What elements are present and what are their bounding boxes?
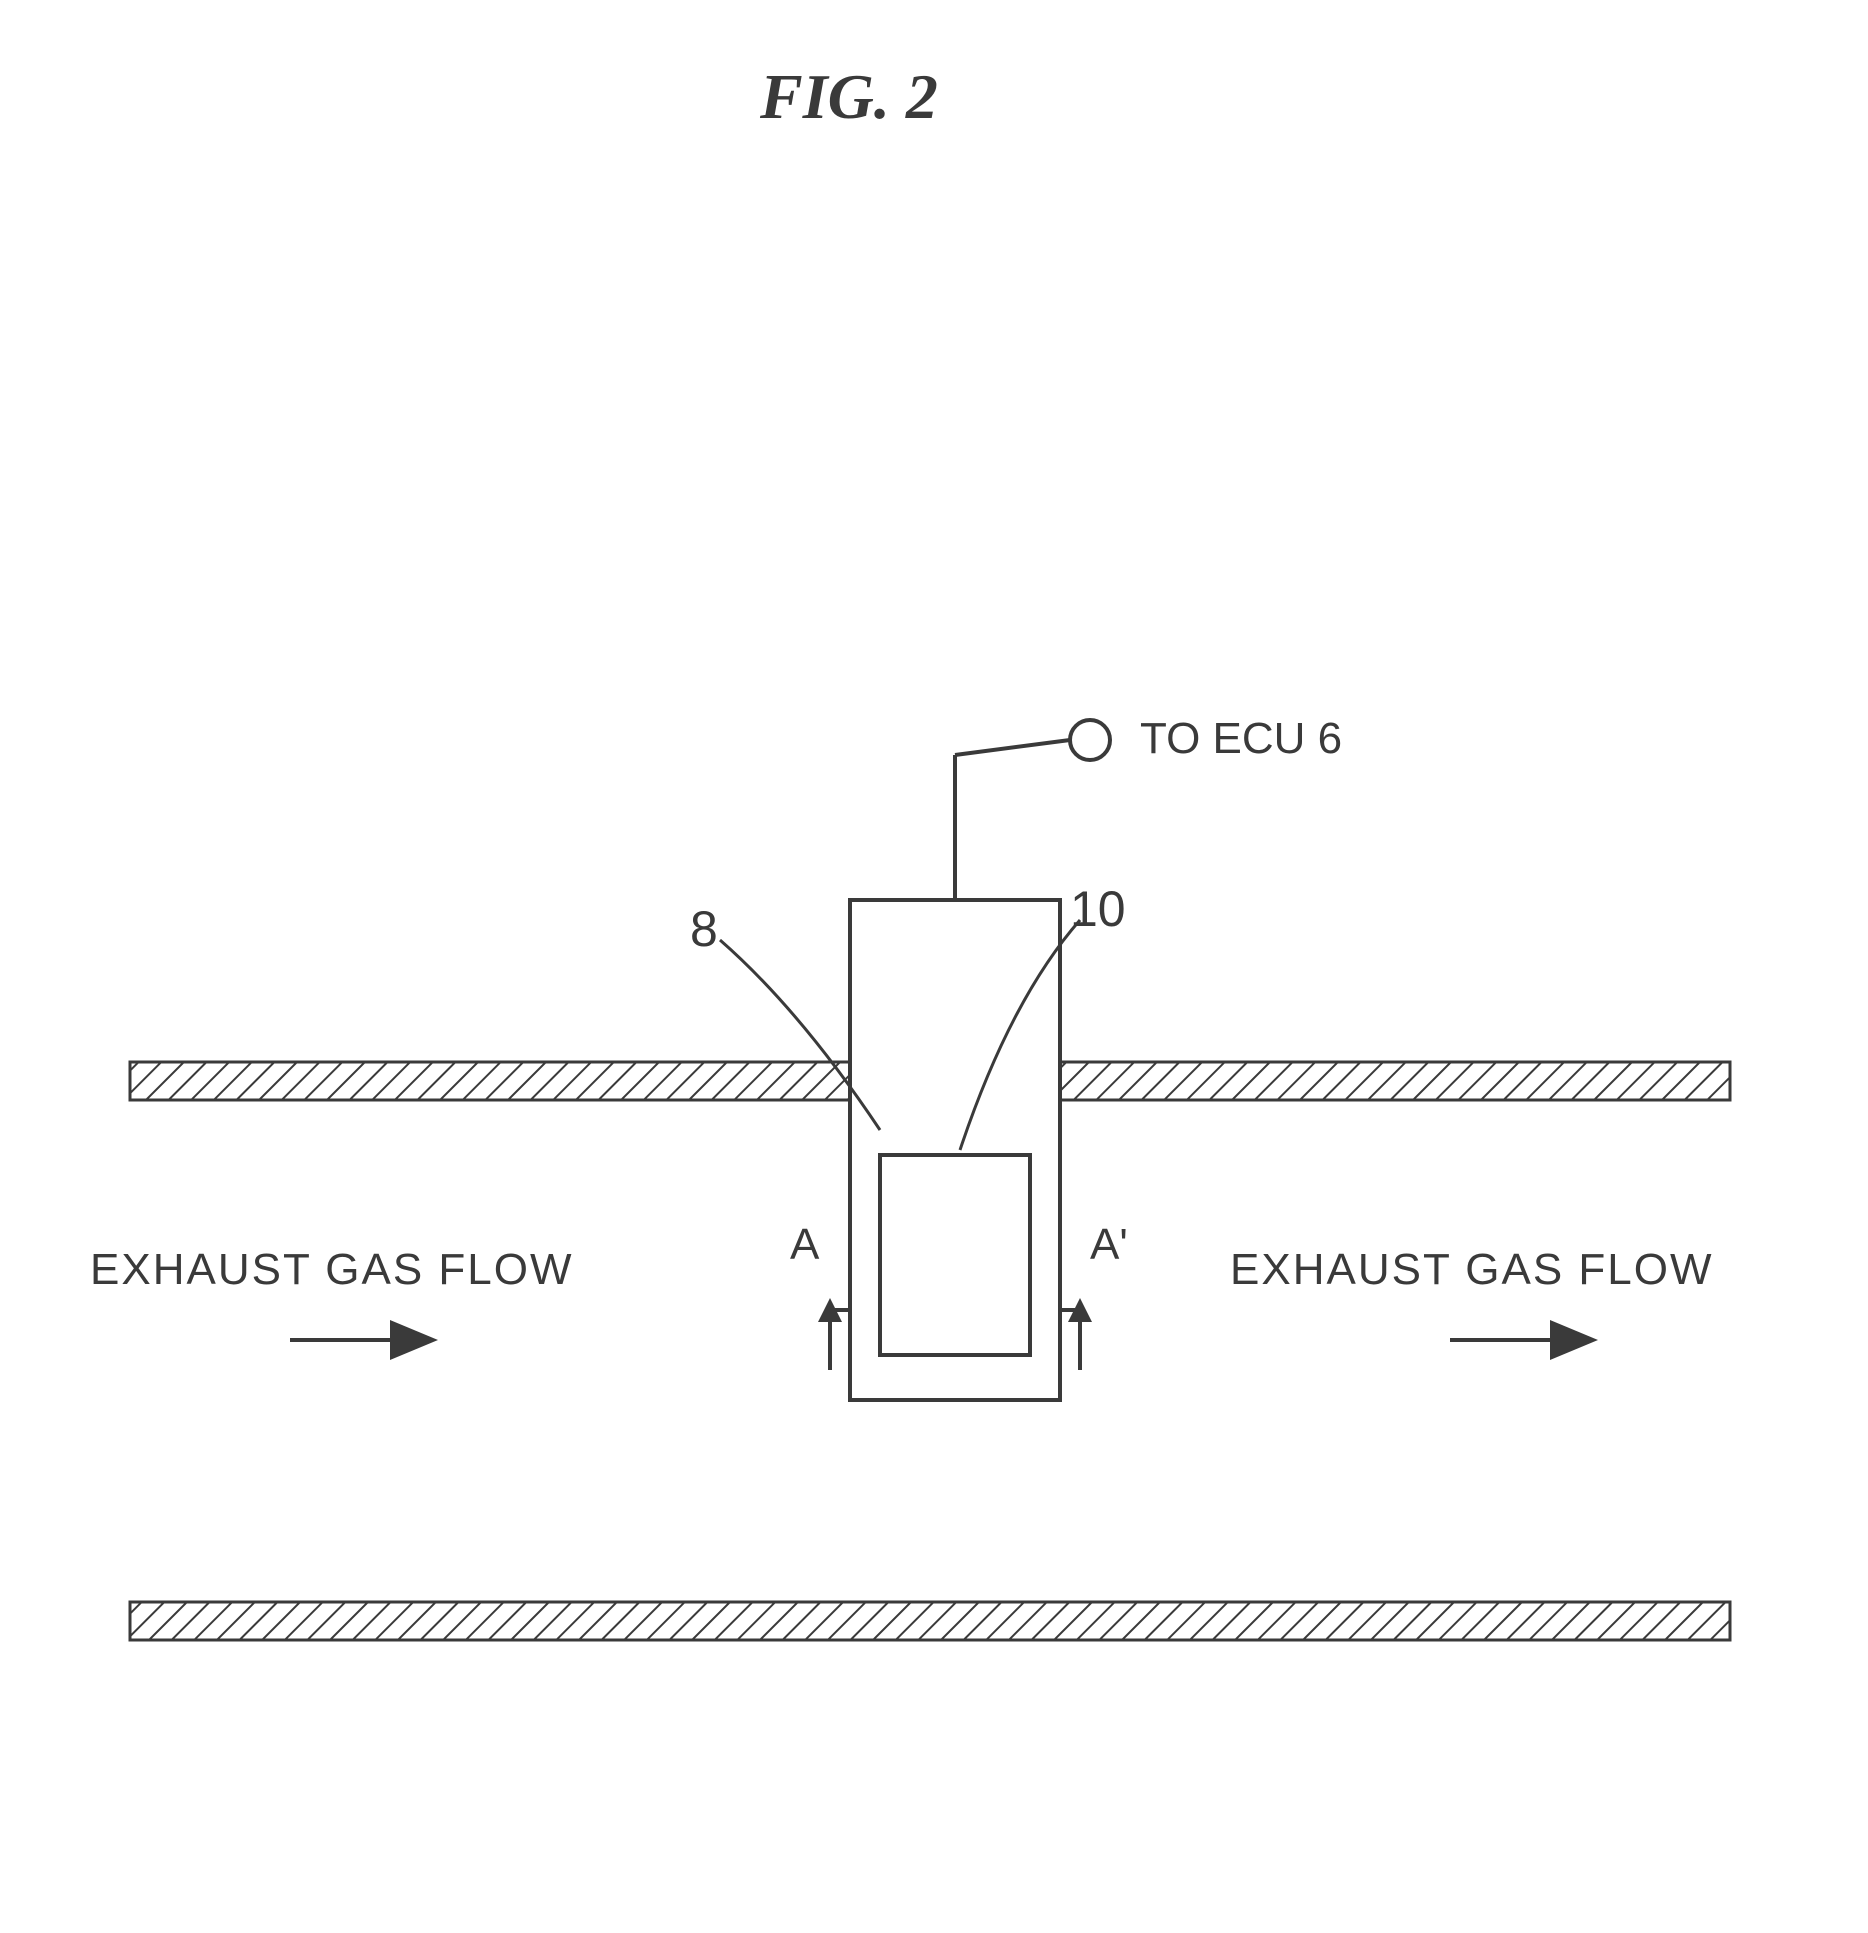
diagram-svg <box>0 0 1868 1933</box>
exhaust-flow-left-label: EXHAUST GAS FLOW <box>90 1245 574 1295</box>
ecu-wire-horizontal <box>955 740 1070 755</box>
ecu-terminal-circle <box>1070 720 1110 760</box>
ref-10-label: 10 <box>1070 880 1126 938</box>
pipe-top-left <box>130 1062 850 1100</box>
exhaust-flow-right-label: EXHAUST GAS FLOW <box>1230 1245 1714 1295</box>
to-ecu-label: TO ECU 6 <box>1140 714 1342 764</box>
section-a-label: A <box>790 1220 819 1270</box>
pipe-bottom <box>130 1602 1730 1640</box>
ref-8-label: 8 <box>690 900 718 958</box>
section-a-prime-label: A' <box>1090 1220 1128 1270</box>
pipe-top-right <box>1060 1062 1730 1100</box>
figure-container: FIG. 2 <box>0 0 1868 1933</box>
